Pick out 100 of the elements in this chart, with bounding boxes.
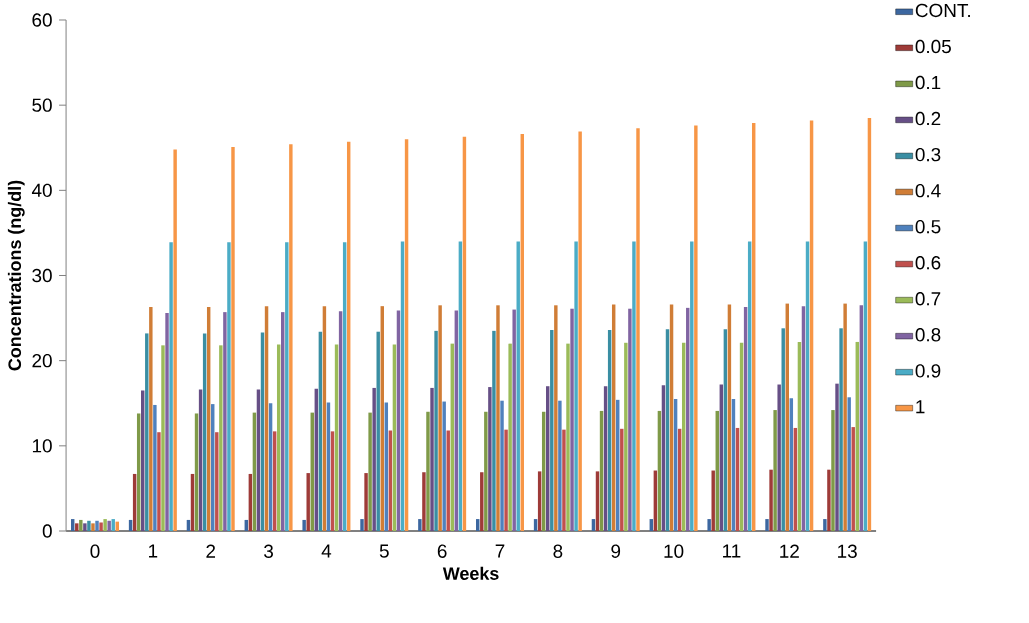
bar	[488, 387, 492, 531]
bar	[285, 242, 289, 531]
bar	[707, 519, 711, 531]
bar	[777, 384, 781, 531]
bar	[364, 473, 368, 531]
bar	[418, 519, 422, 531]
bar	[376, 331, 380, 531]
bar	[550, 330, 554, 531]
legend-label: 0.1	[915, 75, 941, 90]
bar	[628, 308, 632, 531]
bar	[87, 520, 91, 531]
bar	[843, 303, 847, 531]
bar	[434, 330, 438, 531]
x-tick-label: 12	[780, 544, 799, 558]
x-tick-label: 2	[206, 544, 216, 558]
bar	[508, 343, 512, 531]
y-tick-label: 40	[31, 183, 52, 198]
legend-label: 1	[916, 400, 925, 414]
bar	[562, 429, 566, 531]
bar	[823, 519, 827, 531]
bar	[773, 410, 777, 531]
x-tick-label: 9	[611, 544, 621, 558]
y-tick-label: 20	[32, 353, 52, 368]
bar	[827, 469, 831, 531]
bar	[91, 523, 95, 531]
bar	[496, 305, 500, 531]
x-tick-label: 10	[664, 544, 684, 558]
x-tick-label: 6	[437, 544, 447, 558]
bar	[289, 144, 293, 531]
bar	[169, 242, 173, 531]
legend-label: CONT.	[915, 3, 970, 18]
bar	[430, 387, 434, 531]
legend-label: 0.5	[915, 219, 941, 234]
legend-label: 0.8	[915, 328, 941, 342]
bar	[75, 523, 79, 531]
legend-label: 0.2	[915, 111, 941, 126]
legend-label: 0.7	[915, 292, 941, 306]
bar	[620, 428, 624, 531]
bar	[500, 400, 504, 531]
bar	[99, 522, 103, 531]
bar	[422, 472, 426, 531]
bar	[480, 472, 484, 531]
legend-label: 0.05	[915, 39, 951, 54]
bar	[368, 412, 372, 531]
bar	[769, 469, 773, 531]
bar	[79, 519, 83, 531]
x-tick-label: 3	[264, 544, 273, 558]
bar	[632, 241, 636, 531]
y-tick-label: 30	[32, 268, 52, 283]
bar	[372, 387, 376, 531]
bar	[492, 330, 496, 531]
bar	[219, 345, 223, 531]
bar	[306, 473, 310, 531]
bar	[504, 429, 508, 531]
bar	[442, 401, 446, 531]
bar	[831, 410, 835, 531]
legend-label: 0.6	[915, 256, 941, 270]
bar	[847, 397, 851, 531]
y-tick-label: 50	[32, 98, 52, 112]
bar	[438, 305, 442, 531]
x-tick-label: 4	[321, 544, 332, 558]
y-axis-title: Concentrations (ng/dl)	[7, 180, 25, 371]
bar	[554, 305, 558, 531]
bar	[227, 242, 231, 531]
bar	[215, 432, 219, 531]
bar	[173, 149, 177, 531]
bar	[223, 312, 227, 531]
x-tick-label: 8	[553, 544, 563, 558]
bar	[107, 520, 111, 531]
bar	[103, 519, 107, 531]
bar	[835, 383, 839, 531]
legend-label: 0.4	[915, 183, 941, 198]
bar	[781, 328, 785, 531]
bar	[690, 241, 694, 531]
bar	[566, 343, 570, 531]
x-tick-label: 11	[723, 544, 741, 558]
x-tick-label: 0	[90, 544, 100, 558]
x-tick-label: 1	[149, 544, 158, 558]
bar	[624, 342, 628, 531]
bar	[484, 411, 488, 531]
bar	[578, 131, 582, 531]
x-axis-title: Weeks	[442, 566, 499, 580]
bar	[570, 308, 574, 531]
bar	[149, 307, 153, 531]
y-tick-label: 0	[42, 524, 52, 538]
bar	[231, 146, 235, 531]
bar	[360, 519, 364, 531]
bar	[165, 312, 169, 531]
bar	[426, 411, 430, 531]
bar	[302, 519, 306, 531]
bar	[145, 333, 149, 531]
y-tick-label: 60	[32, 13, 52, 27]
x-tick-label: 7	[495, 544, 505, 558]
y-tick-label: 10	[32, 439, 52, 453]
bar	[558, 400, 562, 531]
bar	[153, 404, 157, 531]
bar	[512, 309, 516, 531]
x-tick-label: 13	[838, 544, 857, 558]
x-tick-label: 5	[379, 544, 389, 558]
bar	[157, 432, 161, 531]
